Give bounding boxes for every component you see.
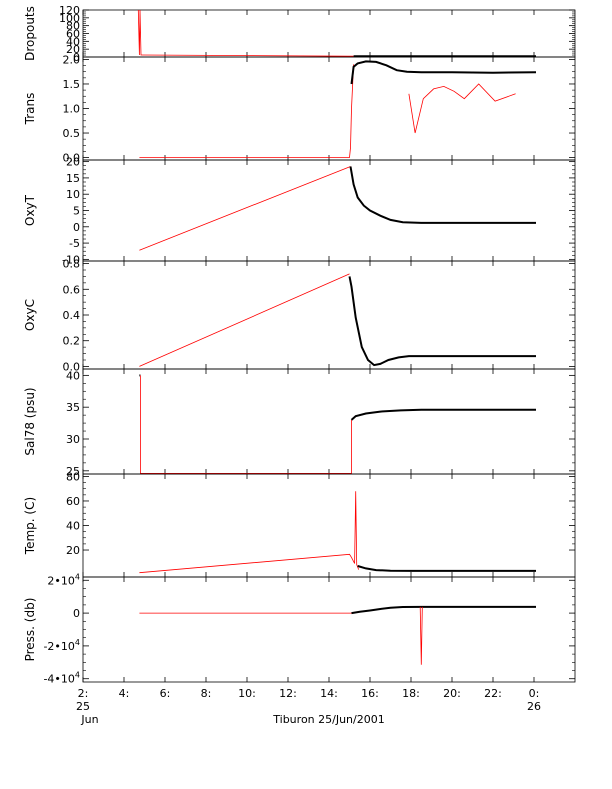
series-6-2	[419, 606, 423, 665]
ytick-label-2-4: 10	[66, 188, 80, 201]
series-1-1	[350, 60, 537, 85]
ytick-label-2-0: -10	[62, 253, 80, 266]
ytick-label-3-0: 0.0	[63, 360, 81, 373]
ytick-label-0-0: 0	[73, 51, 80, 64]
xtick-label-7: 16:	[361, 687, 379, 700]
ytick-label-1-1: 0.5	[63, 127, 81, 140]
ytick-label-0-5: 100	[59, 12, 80, 25]
ytick-label-2-6: 20	[66, 156, 80, 169]
ytick-label-0-2: 40	[66, 35, 80, 48]
ytick-label-0-4: 80	[66, 20, 80, 33]
series-2-0	[139, 166, 351, 251]
panel-frame-0	[82, 9, 576, 58]
xtick-label-11: 0:	[529, 687, 540, 700]
ytick-label-1-4: 2.0	[63, 53, 81, 66]
series-4-1	[139, 375, 352, 474]
series-1-0	[139, 64, 354, 158]
xtick-label-2: 6:	[160, 687, 171, 700]
xtick-label-5: 12:	[279, 687, 297, 700]
series-2-1	[349, 166, 536, 224]
xaxis-title: Tiburon 25/Jun/2001	[272, 713, 384, 726]
ytick-label-4-2: 35	[66, 401, 80, 414]
series-3-0	[139, 273, 350, 367]
series-1-2	[408, 83, 516, 134]
ytick-label-1-3: 1.5	[63, 78, 81, 91]
ytick-label-4-1: 30	[66, 433, 80, 446]
xtick-label-10: 22:	[484, 687, 502, 700]
xtick-sublabel-11: 26	[527, 700, 541, 713]
series-4-2	[350, 408, 536, 421]
panel-frame-6	[82, 576, 576, 683]
ytick-label-0-3: 60	[66, 28, 80, 41]
xtick-sublabel2-0: Jun	[80, 713, 98, 726]
ytick-label-4-3: 40	[66, 369, 80, 382]
ytick-label-2-2: 0	[73, 221, 80, 234]
ytick-label-5-0: 20	[66, 544, 80, 557]
xtick-label-0: 2:	[78, 687, 89, 700]
ytick-label-6-1: 0	[73, 607, 80, 620]
xtick-label-6: 14:	[320, 687, 338, 700]
ylabel-5: Temp. (C)	[23, 497, 37, 555]
ytick-label-0-1: 20	[66, 43, 80, 56]
series-0-0	[137, 9, 354, 57]
ytick-label-4-0: 25	[66, 465, 80, 478]
xtick-sublabel-0: 25	[76, 700, 90, 713]
ytick-label-5-3: 80	[66, 470, 80, 483]
ylabel-4: Sal78 (psu)	[23, 387, 37, 455]
xtick-label-9: 20:	[443, 687, 461, 700]
xtick-label-8: 18:	[402, 687, 420, 700]
ytick-label-6-0: 2•104	[47, 572, 80, 587]
ylabel-1: Trans	[23, 93, 37, 126]
series-3-1	[348, 276, 536, 367]
series-6-1	[351, 605, 536, 615]
ytick-label-3-1: 0.2	[63, 335, 81, 348]
ytick-label-2-1: -5	[69, 237, 80, 250]
panel-frame-5	[82, 473, 576, 578]
ylabel-0: Dropouts	[23, 6, 37, 61]
ylabel-6: Press. (db)	[23, 598, 37, 662]
xtick-label-4: 10:	[238, 687, 256, 700]
series-5-0	[139, 491, 360, 574]
panel-frame-3	[82, 260, 576, 370]
xtick-label-1: 4:	[119, 687, 130, 700]
ytick-label-5-2: 60	[66, 495, 80, 508]
ytick-label-3-3: 0.6	[63, 283, 81, 296]
ytick-label-6-3: -4•104	[43, 671, 80, 686]
panel-frame-4	[82, 368, 576, 475]
series-5-1	[357, 565, 536, 572]
ylabel-3: OxyC	[23, 299, 37, 331]
ytick-label-3-4: 0.8	[63, 258, 81, 271]
ylabel-2: OxyT	[23, 194, 37, 226]
ytick-label-1-0: 0.0	[63, 152, 81, 165]
ytick-label-3-2: 0.4	[63, 309, 81, 322]
ytick-label-0-6: 120	[59, 4, 80, 17]
ytick-label-6-2: -2•104	[43, 638, 80, 653]
ytick-label-2-3: 5	[73, 205, 80, 218]
ytick-label-2-5: 15	[66, 172, 80, 185]
ytick-label-1-2: 1.0	[63, 103, 81, 116]
ytick-label-5-1: 40	[66, 520, 80, 533]
xtick-label-3: 8:	[201, 687, 212, 700]
